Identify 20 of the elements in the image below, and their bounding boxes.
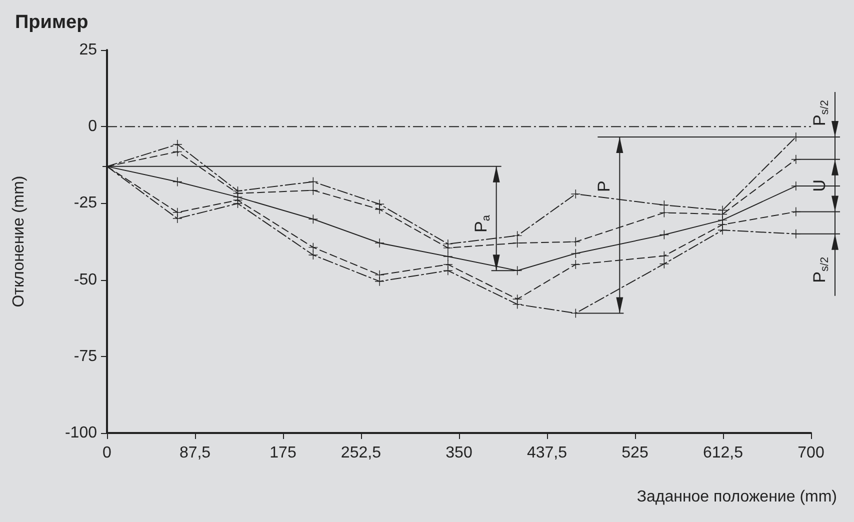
x-tick-label: 612,5	[702, 444, 744, 462]
y-tick-label: -100	[64, 424, 98, 442]
y-tick-label: -25	[74, 194, 98, 212]
y-tick-label: -50	[74, 271, 98, 288]
x-tick-label: 175	[270, 444, 296, 462]
x-tick-label: 350	[446, 444, 472, 462]
y-axis-title: Отклонение (mm)	[10, 176, 28, 308]
x-tick-label: 700	[798, 444, 824, 462]
y-tick-label: -75	[74, 348, 98, 365]
annotation: U	[810, 179, 828, 192]
x-tick-label: 525	[622, 444, 648, 462]
annotation: P	[594, 180, 614, 192]
x-tick-label: 252,5	[340, 444, 382, 462]
x-axis-title: Заданное положение (mm)	[636, 488, 837, 506]
chart-title: Пример	[15, 12, 88, 33]
x-tick-label: 87,5	[179, 444, 211, 462]
x-tick-label: 0	[102, 444, 112, 462]
y-tick-label: 0	[88, 118, 98, 136]
y-tick-label: 25	[79, 42, 98, 58]
x-tick-label: 437,5	[526, 444, 568, 462]
